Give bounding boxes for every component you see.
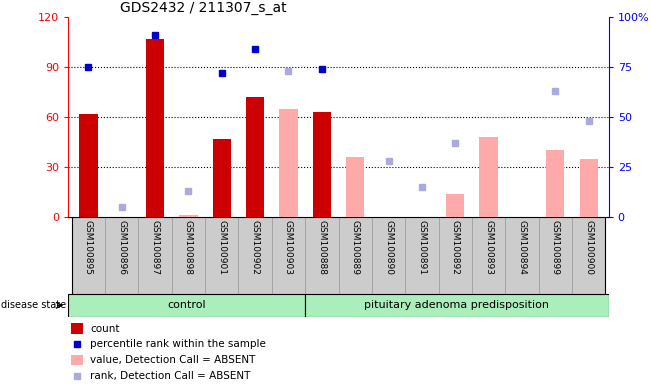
Text: count: count — [90, 324, 120, 334]
Text: GSM100888: GSM100888 — [317, 220, 326, 275]
Bar — [105, 217, 139, 294]
Bar — [305, 294, 609, 317]
Bar — [538, 217, 572, 294]
Bar — [139, 217, 172, 294]
Text: GSM100901: GSM100901 — [217, 220, 227, 275]
Text: GSM100892: GSM100892 — [450, 220, 460, 275]
Bar — [179, 215, 198, 217]
Text: GSM100894: GSM100894 — [518, 220, 527, 275]
Bar — [279, 109, 298, 217]
Text: GSM100903: GSM100903 — [284, 220, 293, 275]
Bar — [312, 112, 331, 217]
Bar — [579, 159, 598, 217]
Text: GSM100898: GSM100898 — [184, 220, 193, 275]
Text: GSM100891: GSM100891 — [417, 220, 426, 275]
Text: GDS2432 / 211307_s_at: GDS2432 / 211307_s_at — [120, 2, 287, 15]
Bar — [72, 217, 105, 294]
Bar — [213, 139, 231, 217]
Text: GSM100900: GSM100900 — [584, 220, 593, 275]
Text: control: control — [167, 300, 206, 310]
Bar — [71, 355, 83, 365]
Bar — [572, 217, 605, 294]
Bar — [479, 137, 498, 217]
Bar — [246, 97, 264, 217]
Bar — [172, 217, 205, 294]
Text: GSM100897: GSM100897 — [150, 220, 159, 275]
Bar — [79, 114, 98, 217]
Bar — [272, 217, 305, 294]
Bar — [405, 217, 439, 294]
Bar — [446, 194, 464, 217]
Text: GSM100889: GSM100889 — [351, 220, 360, 275]
Bar — [372, 217, 405, 294]
Text: GSM100902: GSM100902 — [251, 220, 260, 275]
Text: GSM100893: GSM100893 — [484, 220, 493, 275]
Text: GSM100890: GSM100890 — [384, 220, 393, 275]
Text: GSM100899: GSM100899 — [551, 220, 560, 275]
Bar — [505, 217, 538, 294]
Text: GSM100896: GSM100896 — [117, 220, 126, 275]
Bar — [205, 217, 238, 294]
Text: value, Detection Call = ABSENT: value, Detection Call = ABSENT — [90, 355, 255, 365]
Bar — [472, 217, 505, 294]
Bar — [346, 157, 365, 217]
Text: disease state: disease state — [1, 300, 66, 310]
Bar — [238, 217, 272, 294]
Bar — [305, 217, 339, 294]
Text: GSM100895: GSM100895 — [84, 220, 93, 275]
Text: pituitary adenoma predisposition: pituitary adenoma predisposition — [364, 300, 549, 310]
Text: percentile rank within the sample: percentile rank within the sample — [90, 339, 266, 349]
Bar — [71, 323, 83, 334]
Bar — [439, 217, 472, 294]
Bar — [546, 151, 564, 217]
Bar — [146, 39, 164, 217]
Text: rank, Detection Call = ABSENT: rank, Detection Call = ABSENT — [90, 371, 251, 381]
Bar — [68, 294, 305, 317]
Bar — [339, 217, 372, 294]
